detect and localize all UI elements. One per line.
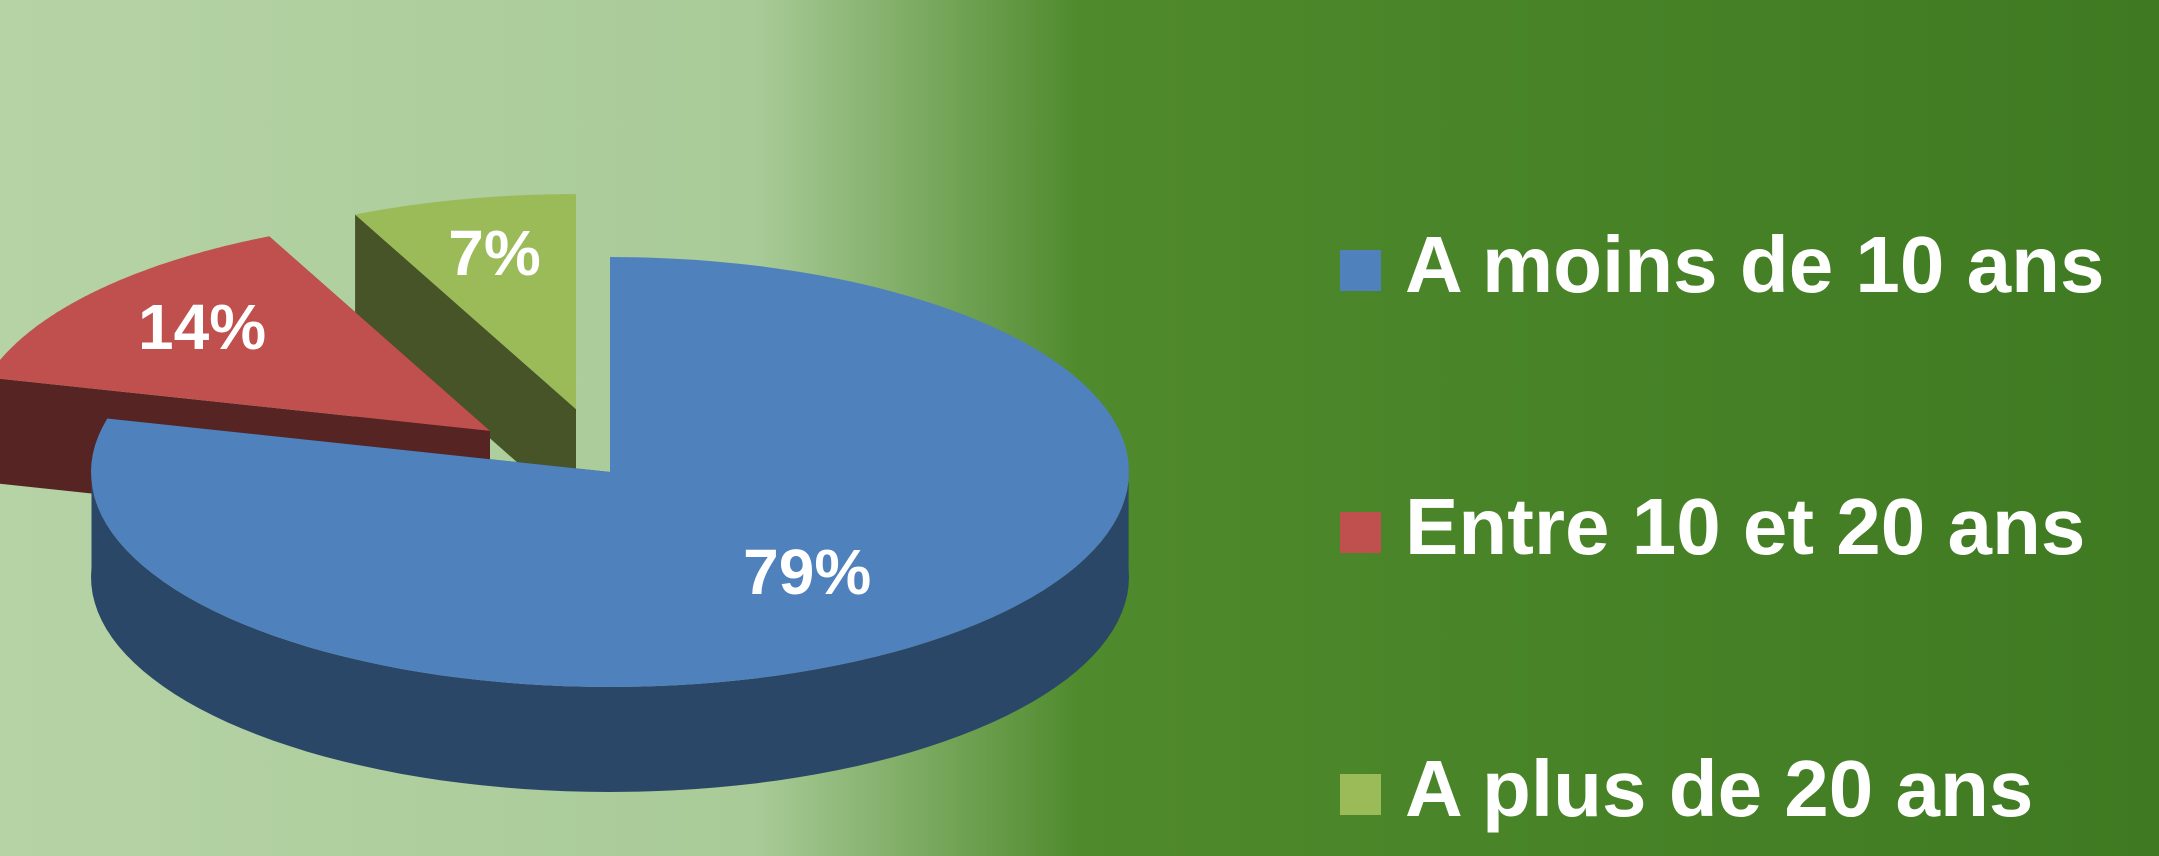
- legend-label: A moins de 10 ans: [1405, 220, 2105, 309]
- value-label: 79%: [743, 536, 871, 608]
- value-label: 14%: [138, 291, 266, 363]
- page: {"chart_data": {"type": "pie", "categori…: [0, 0, 2159, 856]
- legend-label: A plus de 20 ans: [1405, 744, 2033, 833]
- legend-swatch: [1340, 774, 1381, 815]
- legend-label: Entre 10 et 20 ans: [1405, 482, 2085, 571]
- chart: 79% 14% 7% A moins de 10 ans Entre 10 et 20…: [0, 0, 2159, 856]
- legend-swatch: [1340, 250, 1381, 291]
- value-label: 7%: [448, 217, 541, 289]
- legend-swatch: [1340, 512, 1381, 553]
